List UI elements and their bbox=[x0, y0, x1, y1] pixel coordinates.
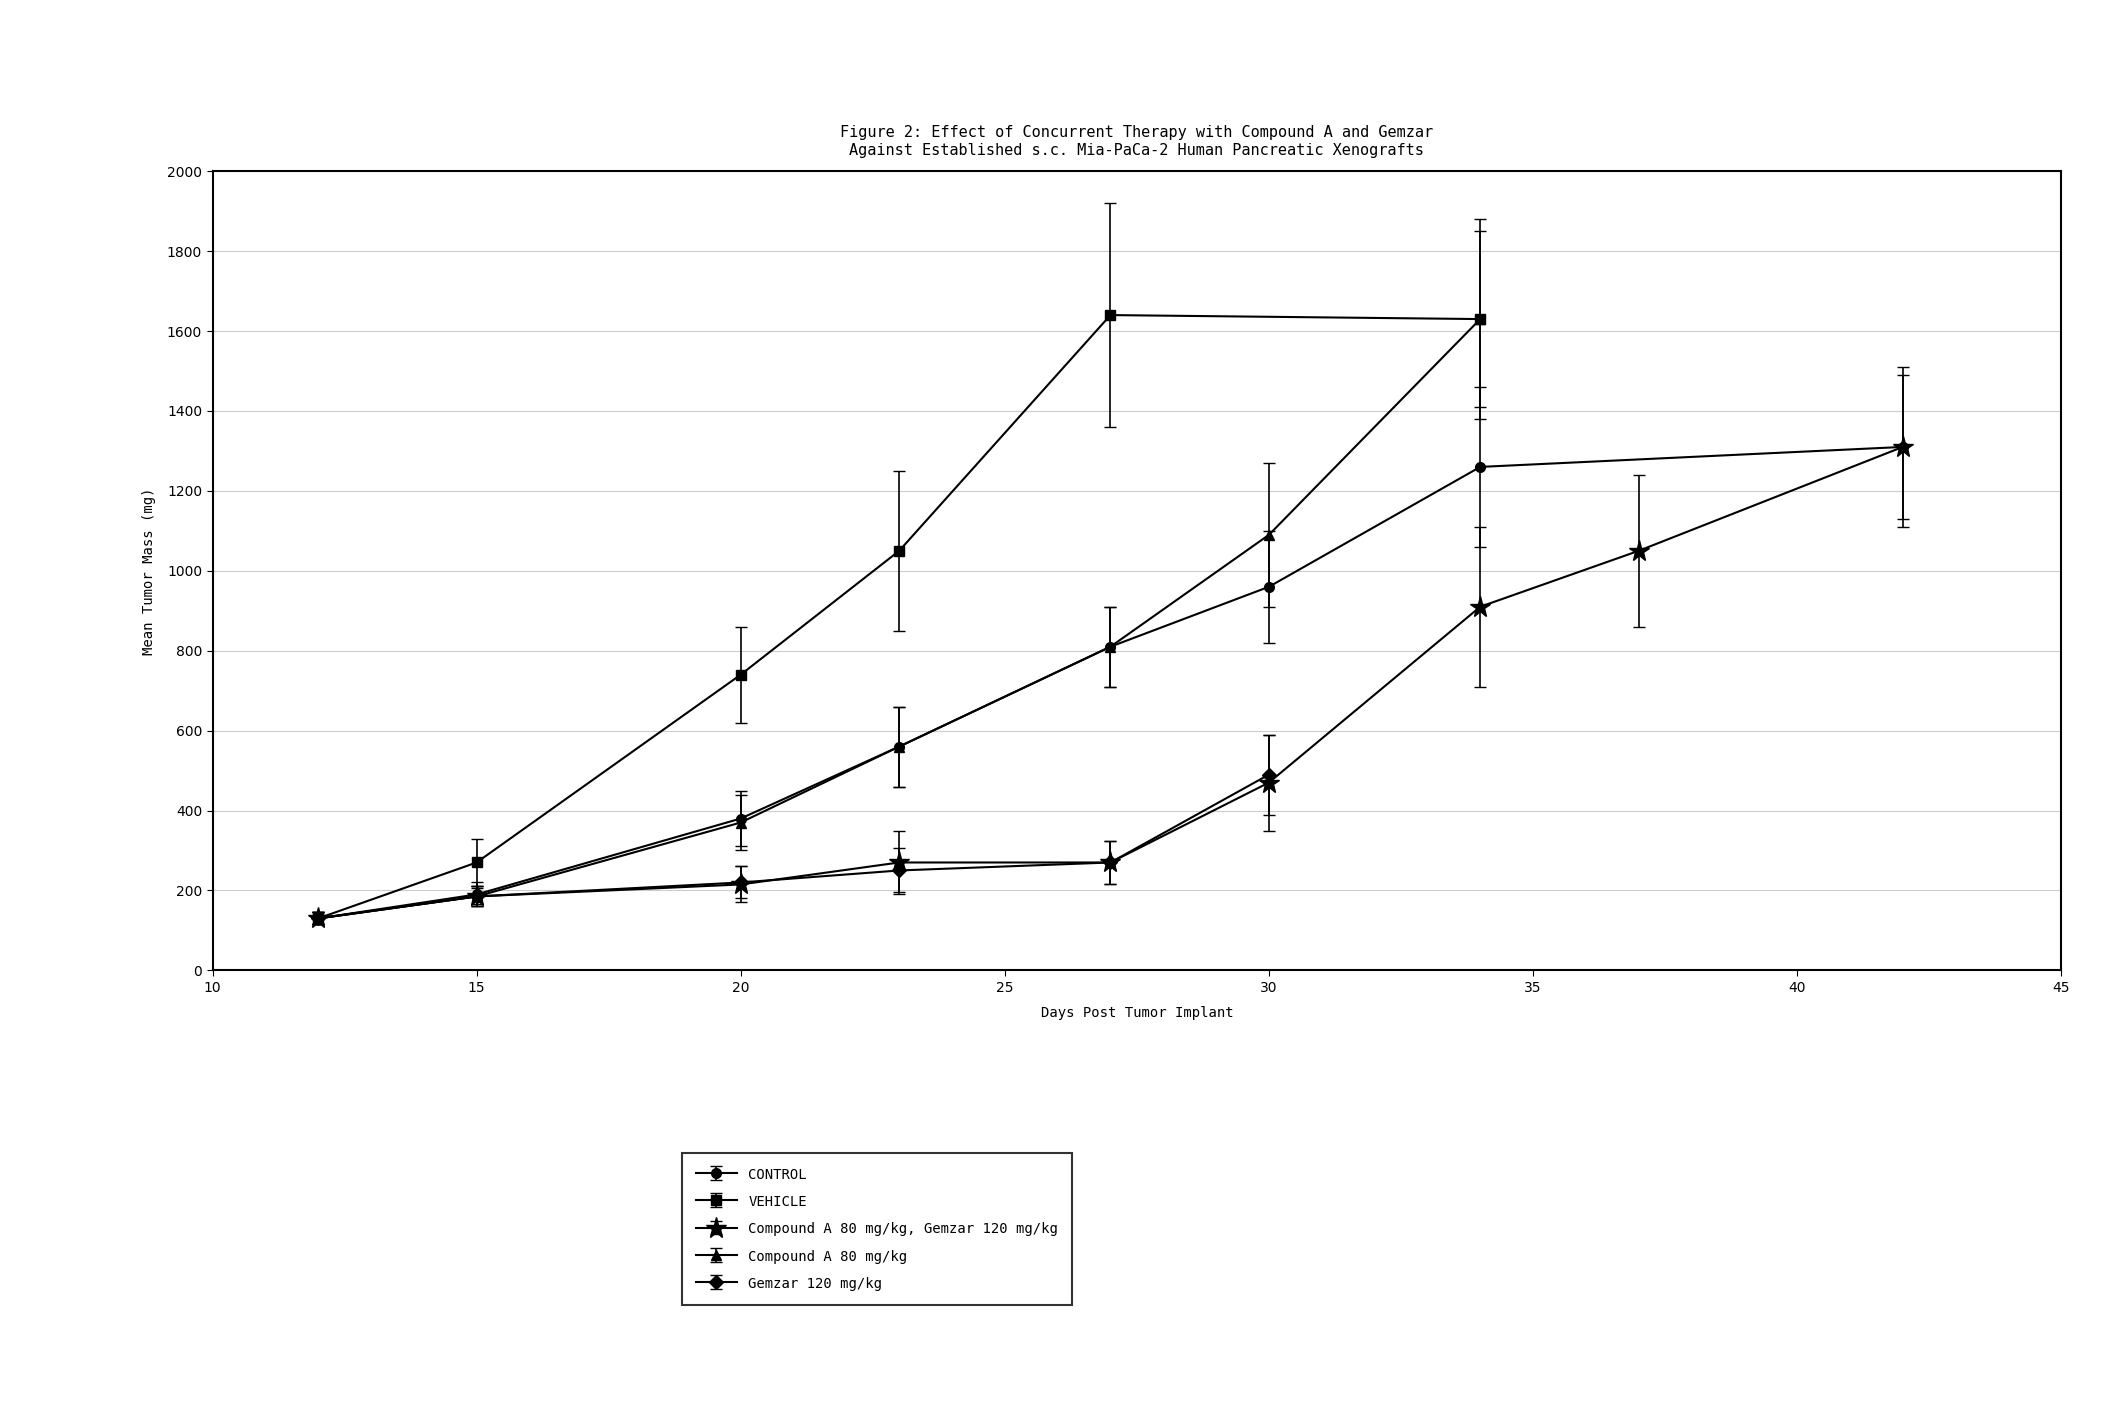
Y-axis label: Mean Tumor Mass (mg): Mean Tumor Mass (mg) bbox=[142, 487, 155, 655]
Title: Figure 2: Effect of Concurrent Therapy with Compound A and Gemzar
Against Establ: Figure 2: Effect of Concurrent Therapy w… bbox=[839, 126, 1434, 157]
Legend: CONTROL, VEHICLE, Compound A 80 mg/kg, Gemzar 120 mg/kg, Compound A 80 mg/kg, Ge: CONTROL, VEHICLE, Compound A 80 mg/kg, G… bbox=[682, 1153, 1073, 1304]
X-axis label: Days Post Tumor Implant: Days Post Tumor Implant bbox=[1041, 1006, 1232, 1020]
